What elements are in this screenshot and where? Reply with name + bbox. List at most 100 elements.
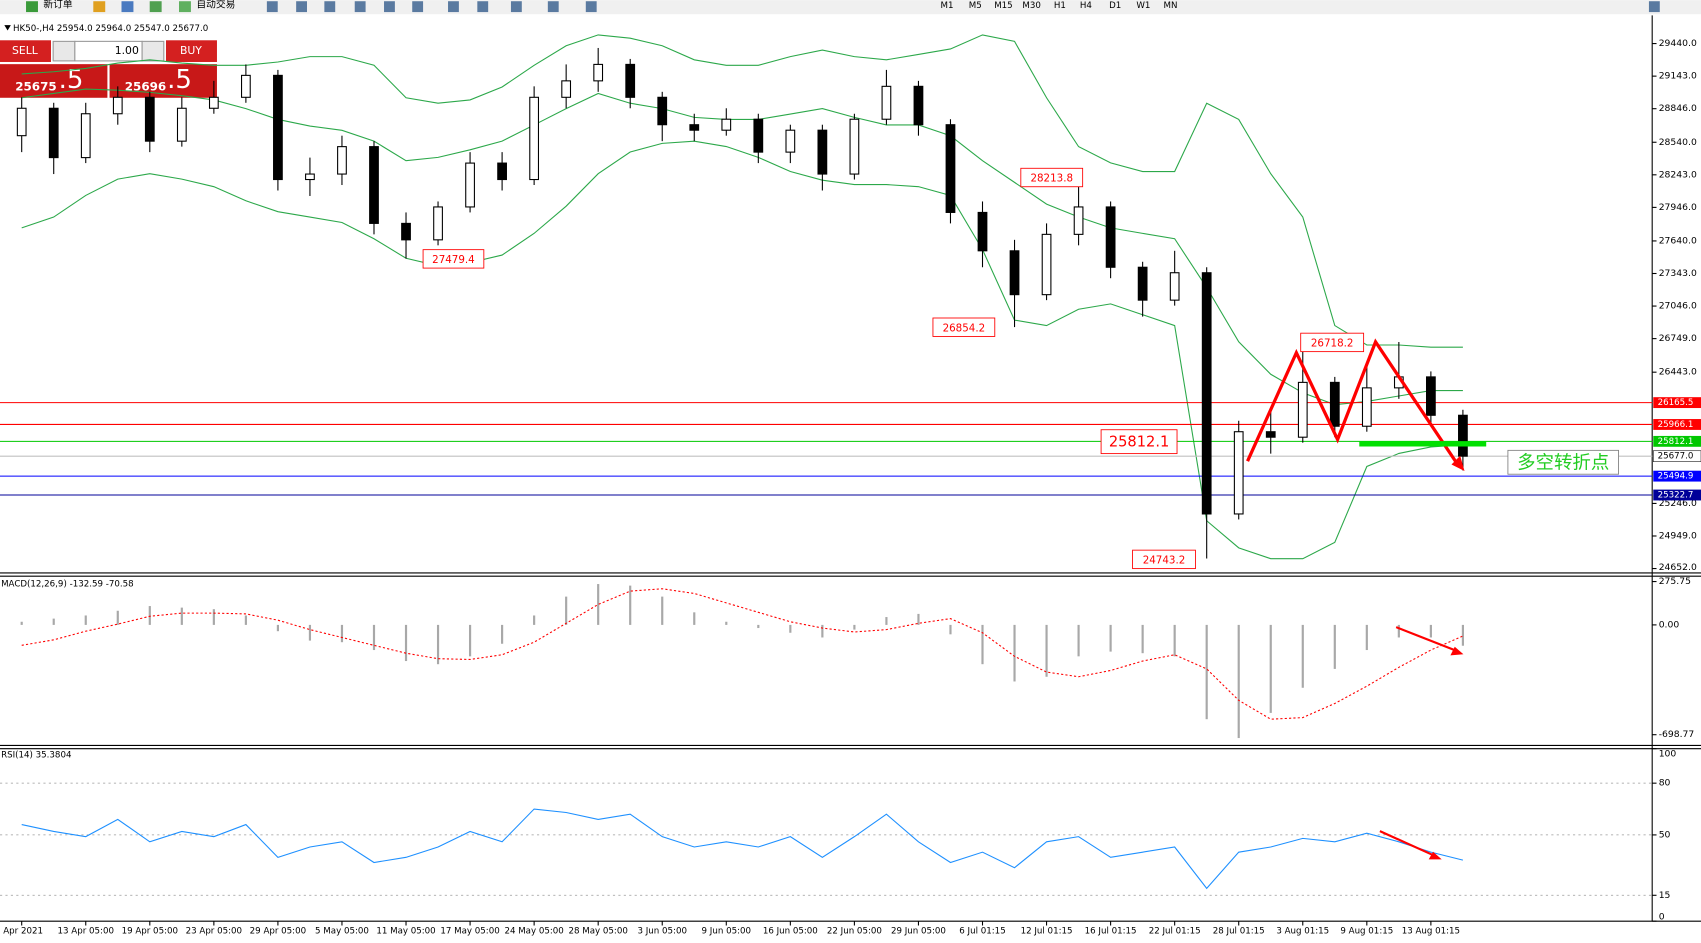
timeframe-button[interactable]: M5 bbox=[969, 1, 982, 11]
x-tick-label: 16 Jun 05:00 bbox=[763, 926, 818, 936]
icon[interactable] bbox=[585, 1, 597, 13]
icon[interactable] bbox=[121, 1, 134, 13]
timeframe-button[interactable]: H1 bbox=[1054, 1, 1066, 11]
bid-price[interactable]: 25675 bbox=[15, 79, 56, 93]
x-tick-label: 5 May 05:00 bbox=[315, 926, 369, 936]
candle-body bbox=[977, 211, 988, 252]
histogram-bar bbox=[757, 624, 760, 629]
lots-dropdown[interactable] bbox=[52, 40, 76, 62]
level-label-bg bbox=[1653, 397, 1701, 409]
icon[interactable] bbox=[1648, 1, 1660, 13]
timeframe-button[interactable]: H4 bbox=[1080, 1, 1093, 11]
histogram-bar bbox=[1013, 624, 1016, 682]
buy-label[interactable]: BUY bbox=[180, 44, 202, 57]
y-tick-label: 26443.0 bbox=[1659, 367, 1697, 378]
icon[interactable] bbox=[266, 1, 278, 13]
icon[interactable] bbox=[296, 1, 308, 13]
candle-body bbox=[1458, 414, 1468, 457]
candle-body bbox=[753, 118, 764, 153]
annotation-box bbox=[1132, 549, 1196, 570]
histogram-bar bbox=[1333, 624, 1336, 669]
histogram-bar bbox=[597, 584, 600, 625]
ask-price[interactable]: 25696 bbox=[125, 79, 166, 93]
arrow-head bbox=[1428, 851, 1442, 860]
ask-fraction[interactable]: .5 bbox=[167, 65, 192, 95]
icon[interactable] bbox=[547, 1, 559, 13]
timeframe-button[interactable]: M30 bbox=[1022, 1, 1040, 11]
x-tick-label: 29 Jun 05:00 bbox=[891, 926, 946, 936]
icon[interactable] bbox=[412, 1, 424, 13]
y-tick-label: 28243.0 bbox=[1659, 169, 1697, 180]
bid-box[interactable] bbox=[0, 64, 108, 98]
histogram-bar bbox=[20, 621, 23, 625]
histogram-bar bbox=[404, 624, 408, 662]
x-tick-label: 16 Jul 01:15 bbox=[1085, 926, 1137, 936]
chart-icon bbox=[4, 25, 11, 31]
level-label-bg bbox=[1653, 470, 1701, 482]
candle-body bbox=[1137, 266, 1148, 301]
icon[interactable] bbox=[448, 1, 459, 13]
timeframe-button[interactable]: W1 bbox=[1136, 1, 1150, 11]
histogram-bar bbox=[1141, 624, 1144, 654]
icon[interactable] bbox=[93, 1, 106, 13]
histogram-bar bbox=[1365, 624, 1368, 651]
y-tick-label: 27343.0 bbox=[1659, 268, 1697, 279]
level-label: 25322.7 bbox=[1658, 491, 1694, 501]
y-tick-label: 24949.0 bbox=[1659, 530, 1697, 541]
icon[interactable] bbox=[324, 1, 336, 13]
candle-body bbox=[529, 96, 540, 181]
new-order[interactable]: 新订单 bbox=[43, 0, 72, 10]
timeframe-button[interactable]: D1 bbox=[1109, 1, 1121, 11]
histogram-bar bbox=[1301, 624, 1304, 688]
histogram-bar bbox=[116, 610, 119, 625]
annotation: 多空转折点 bbox=[1517, 452, 1609, 473]
candle-body bbox=[433, 206, 443, 241]
icon[interactable] bbox=[26, 1, 38, 13]
level-label-bg bbox=[1653, 435, 1701, 447]
auto-trading[interactable]: 自动交易 bbox=[196, 0, 235, 10]
y-tick-label: -698.77 bbox=[1659, 729, 1695, 740]
trade-panel: SELL 1.00 BUY 25675 .5 25696 .5 bbox=[0, 40, 217, 98]
chart-header: HK50-,H4 25954.0 25964.0 25547.0 25677.0 bbox=[13, 24, 208, 34]
icon[interactable] bbox=[354, 1, 366, 13]
lots-spinner[interactable] bbox=[141, 40, 165, 62]
annotation-box bbox=[1020, 167, 1084, 188]
ask-box[interactable] bbox=[109, 64, 217, 98]
indicator-title: MACD(12,26,9) -132.59 -70.58 bbox=[1, 579, 134, 589]
icon[interactable] bbox=[477, 1, 489, 13]
candle-body bbox=[1169, 272, 1180, 301]
icon[interactable] bbox=[510, 1, 522, 13]
icon[interactable] bbox=[149, 1, 162, 13]
candle-body bbox=[1105, 206, 1116, 268]
buy-button[interactable] bbox=[165, 40, 217, 62]
lots-value[interactable]: 1.00 bbox=[115, 44, 139, 57]
x-tick-label: 12 Jul 01:15 bbox=[1021, 926, 1073, 936]
icon[interactable] bbox=[384, 1, 395, 13]
level-label-bg bbox=[1652, 450, 1701, 462]
candle-body bbox=[305, 173, 315, 181]
sell-label[interactable]: SELL bbox=[12, 44, 38, 57]
icon[interactable] bbox=[178, 1, 191, 13]
trend-arrow bbox=[1246, 338, 1461, 468]
x-tick-label: 29 Apr 05:00 bbox=[250, 926, 306, 936]
histogram-bar bbox=[821, 624, 824, 638]
timeframe-button[interactable]: MN bbox=[1164, 1, 1178, 11]
sell-button[interactable] bbox=[0, 40, 51, 62]
y-tick-label: 0 bbox=[1659, 911, 1665, 922]
x-tick-label: Apr 2021 bbox=[3, 926, 43, 936]
candle-body bbox=[241, 74, 251, 98]
arrow-head bbox=[1451, 455, 1465, 471]
candle-body bbox=[1425, 376, 1436, 416]
timeframe-button[interactable]: M1 bbox=[941, 1, 954, 11]
histogram-bar bbox=[981, 624, 984, 665]
x-tick-label: 22 Jun 05:00 bbox=[827, 926, 882, 936]
x-tick-label: 11 May 05:00 bbox=[376, 926, 435, 936]
annotation: 26854.2 bbox=[943, 322, 986, 334]
y-tick-label: 25246.0 bbox=[1659, 498, 1697, 509]
y-tick-label: 28540.0 bbox=[1659, 137, 1697, 148]
level-label: 25812.1 bbox=[1658, 437, 1694, 447]
candle-body bbox=[401, 222, 411, 241]
timeframe-button[interactable]: M15 bbox=[994, 1, 1012, 11]
candle-body bbox=[1041, 233, 1052, 296]
